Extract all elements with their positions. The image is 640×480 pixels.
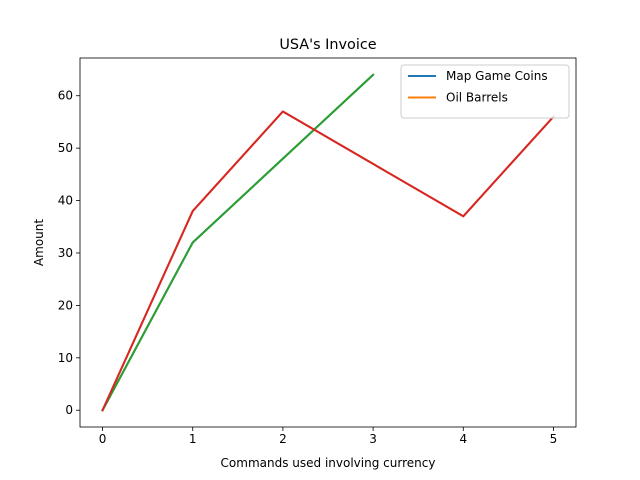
legend: Map Game Coins Oil Barrels [400,64,570,119]
y-tick-label: 10 [58,351,73,365]
series-line-4 [101,110,555,412]
series-line-3 [101,73,375,412]
x-tick-label: 2 [279,432,287,446]
y-tick-label: 20 [58,298,73,312]
y-tick-label: 50 [58,141,73,155]
y-tick-label: 0 [65,403,73,417]
x-axis: 0 1 2 3 4 5 [99,427,558,446]
x-tick-label: 0 [99,432,107,446]
y-tick-label: 30 [58,246,73,260]
y-tick-label: 40 [58,194,73,208]
x-tick-label: 3 [369,432,377,446]
y-tick-label: 60 [58,89,73,103]
x-tick-label: 4 [459,432,467,446]
chart-title: USA's Invoice [279,37,376,53]
y-axis: 0 10 20 30 40 50 60 [58,89,80,417]
series-line-1 [101,73,375,412]
x-tick-label: 1 [189,432,197,446]
legend-box [400,64,570,119]
y-axis-label: Amount [32,219,46,266]
plot-area [101,73,555,412]
legend-label: Oil Barrels [446,91,508,105]
x-axis-label: Commands used involving currency [221,456,436,470]
legend-label: Map Game Coins [446,69,548,83]
x-tick-label: 5 [550,432,558,446]
plot-frame [79,57,577,428]
